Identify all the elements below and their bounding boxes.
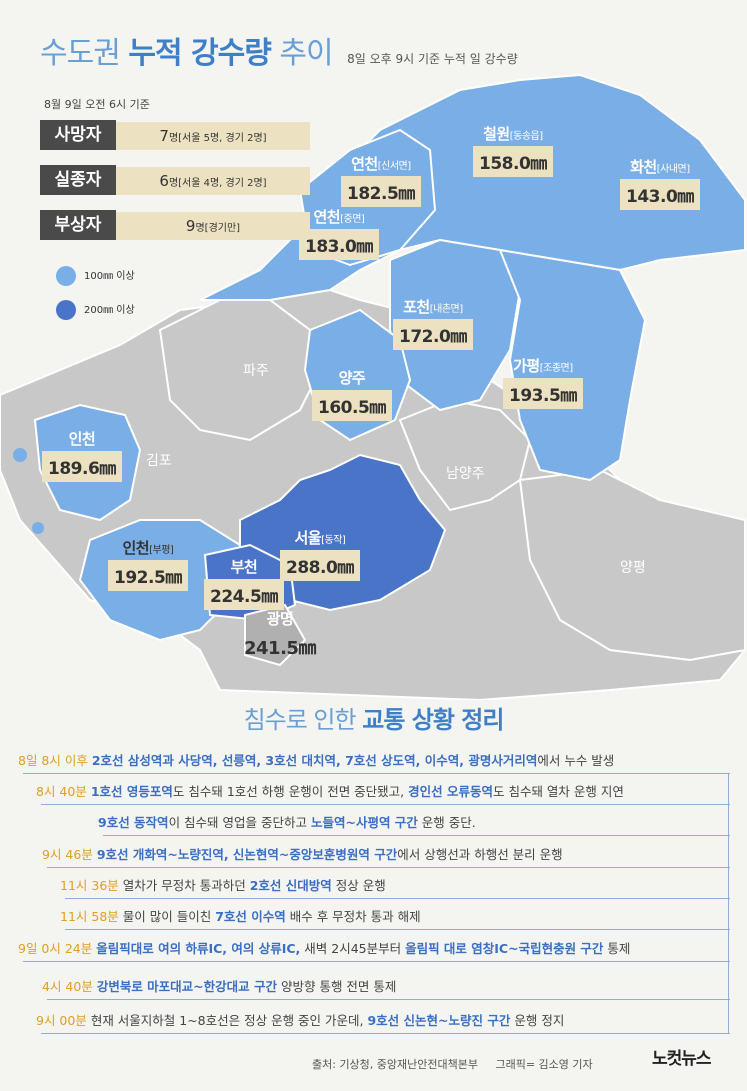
- timeline-underline: [103, 835, 730, 836]
- timeline-text: 열차가 무정차 통과하던: [122, 878, 250, 893]
- timeline-text: 양방향 통행 전면 통제: [277, 979, 397, 994]
- timeline-axis: [728, 773, 729, 1033]
- timeline-underline: [23, 961, 730, 962]
- region-label-seoul: 서울[동작] 288.0㎜: [280, 527, 360, 581]
- timeline-entry: 11시 36분 열차가 무정차 통과하던 2호선 신대방역 정상 운행: [60, 876, 386, 896]
- timeline-underline: [65, 929, 730, 930]
- timeline-highlight: 9호선 신논현~노량진 구간: [367, 1013, 511, 1028]
- region-label-yeoncheon-jung: 연천[중면] 183.0㎜: [299, 206, 379, 260]
- timeline-time: 8일 8시 이후: [18, 753, 92, 768]
- timeline-underline: [47, 867, 730, 868]
- timeline-highlight: 2호선 삼성역과 사당역, 선릉역, 3호선 대치역, 7호선 상도역, 이수역…: [91, 753, 538, 768]
- region-name-paju: 파주: [243, 363, 269, 379]
- region-name-gimpo: 김포: [146, 453, 172, 469]
- timeline-underline: [23, 773, 730, 774]
- casualty-value: 9명[경기만]: [116, 212, 310, 240]
- region-name-yangpyeong: 양평: [620, 560, 646, 576]
- timeline-time: 11시 36분: [60, 878, 123, 893]
- map-region-gapyeong: [498, 248, 647, 482]
- title-part1: 수도권: [40, 36, 121, 71]
- casualty-value: 6명[서울 4명, 경기 2명]: [116, 167, 310, 195]
- region-label-incheon: 인천 189.6㎜: [42, 428, 122, 482]
- title-highlight: 누적 강수량: [128, 36, 271, 71]
- timeline-highlight: 1호선 영등포역: [90, 784, 173, 799]
- region-label-incheon-bupyeong: 인천[부평] 192.5㎜: [108, 537, 188, 591]
- timeline-text: 도 침수돼 1호선 하행 운행이 전면 중단됐고,: [172, 784, 409, 799]
- region-name-namyangju: 남양주: [446, 466, 485, 482]
- timeline-time: 8시 40분: [36, 784, 91, 799]
- region-label-gwangmyeong: 광명 241.5㎜: [244, 610, 316, 659]
- timeline-entry: 9호선 동작역이 침수돼 영업을 중단하고 노들역~사평역 구간 운행 중단.: [98, 813, 476, 833]
- timeline-highlight: 9호선 개화역~노량진역, 신논현역~중앙보훈병원역 구간: [96, 847, 398, 862]
- timeline-text: 이 침수돼 영업을 중단하고: [168, 815, 311, 830]
- timeline-text: 물이 많이 들이친: [122, 909, 216, 924]
- nocut-news-logo: 노컷뉴스: [652, 1049, 712, 1069]
- timeline-entry: 9시 00분 현재 서울지하철 1~8호선은 정상 운행 중인 가운데, 9호선…: [36, 1011, 564, 1031]
- casualty-label: 부상자: [40, 210, 116, 240]
- timeline-text: 통제: [603, 941, 631, 956]
- timeline-text: 배수 후 무정차 통과 해제: [285, 909, 421, 924]
- timeline-underline: [65, 898, 730, 899]
- page-title: 수도권 누적 강수량 추이 8일 오후 9시 기준 누적 일 강수량: [40, 28, 518, 72]
- timeline-text: 현재 서울지하철 1~8호선은 정상 운행 중인 가운데,: [90, 1013, 368, 1028]
- timeline-text: 운행 정지: [510, 1013, 565, 1028]
- footer-credit: 그래픽= 김소영 기자: [495, 1058, 593, 1071]
- region-label-pocheon: 포천[내촌면] 172.0㎜: [393, 296, 473, 350]
- legend-swatch: [56, 266, 76, 286]
- footer: 출처: 기상청, 중앙재난안전대책본부 그래픽= 김소영 기자: [312, 1056, 593, 1072]
- region-label-gapyeong: 가평[조종면] 193.5㎜: [503, 355, 583, 409]
- timeline-entry: 8시 40분 1호선 영등포역도 침수돼 1호선 하행 운행이 전면 중단됐고,…: [36, 782, 624, 802]
- casualty-label: 사망자: [40, 120, 116, 150]
- legend-item-100: 100㎜ 이상: [56, 266, 135, 286]
- timeline-highlight: 강변북로 마포대교~한강대교 구간: [96, 979, 277, 994]
- section-title: 침수로 인한 교통 상황 정리: [243, 706, 505, 734]
- region-label-cheorwon: 철원[동송읍] 158.0㎜: [473, 123, 553, 177]
- timeline-entry: 4시 40분 강변북로 마포대교~한강대교 구간 양방향 통행 전면 통제: [42, 977, 396, 997]
- timeline-highlight: 7호선 이수역: [215, 909, 286, 924]
- map-island: [13, 448, 27, 462]
- casualty-basis: 8월 9일 오전 6시 기준: [44, 98, 150, 111]
- region-label-yeoncheon-sinseo: 연천[신서면] 182.5㎜: [341, 153, 421, 207]
- timeline-highlight: 올림픽 대로 염창IC~국립현충원 구간: [405, 941, 604, 956]
- timeline-underline: [41, 804, 730, 805]
- map-island: [32, 522, 44, 534]
- timeline-highlight: 2호선 신대방역: [249, 878, 332, 893]
- timeline-entry: 9시 46분 9호선 개화역~노량진역, 신논현역~중앙보훈병원역 구간에서 상…: [42, 845, 563, 865]
- timeline-underline: [47, 999, 730, 1000]
- timeline-highlight: 올림픽대로 여의 하류IC, 여의 상류IC,: [96, 941, 301, 956]
- timeline-entry: 11시 58분 물이 많이 들이친 7호선 이수역 배수 후 무정차 통과 해제: [60, 907, 421, 927]
- timeline-text: 도 침수돼 열차 운행 지연: [492, 784, 624, 799]
- casualty-label: 실종자: [40, 165, 116, 195]
- timeline-text: 운행 중단.: [417, 815, 476, 830]
- timeline-time: 9시 00분: [36, 1013, 91, 1028]
- timeline-entry: 8일 8시 이후 2호선 삼성역과 사당역, 선릉역, 3호선 대치역, 7호선…: [18, 751, 614, 771]
- timeline-highlight: 9호선 동작역: [98, 815, 169, 830]
- timeline-time: 9일 0시 24분: [18, 941, 97, 956]
- timeline-text: 새벽 2시45분부터: [300, 941, 406, 956]
- title-subtitle: 8일 오후 9시 기준 누적 일 강수량: [347, 52, 518, 66]
- region-label-yangju: 양주 160.5㎜: [312, 367, 392, 421]
- timeline-entry: 9일 0시 24분 올림픽대로 여의 하류IC, 여의 상류IC, 새벽 2시4…: [18, 939, 630, 959]
- footer-source: 출처: 기상청, 중앙재난안전대책본부: [312, 1058, 478, 1071]
- legend-item-200: 200㎜ 이상: [56, 300, 135, 320]
- timeline-text: 정상 운행: [331, 878, 386, 893]
- timeline-underline: [41, 1033, 730, 1034]
- timeline-time: 4시 40분: [42, 979, 97, 994]
- region-label-hwacheon: 화천[사내면] 143.0㎜: [620, 156, 700, 210]
- timeline-text: 에서 상행선과 하행선 분리 운행: [397, 847, 563, 862]
- title-part3: 추이: [279, 36, 333, 71]
- timeline-time: 9시 46분: [42, 847, 97, 862]
- region-label-bucheon: 부천 224.5㎜: [204, 556, 284, 610]
- legend-swatch: [56, 300, 76, 320]
- timeline-highlight: 경인선 오류동역: [408, 784, 493, 799]
- map-yangpyeong: [518, 468, 746, 662]
- timeline-time: 11시 58분: [60, 909, 123, 924]
- timeline-text: 에서 누수 발생: [537, 753, 615, 768]
- timeline-highlight: 노들역~사평역 구간: [310, 815, 418, 830]
- casualty-value: 7명[서울 5명, 경기 2명]: [116, 122, 310, 150]
